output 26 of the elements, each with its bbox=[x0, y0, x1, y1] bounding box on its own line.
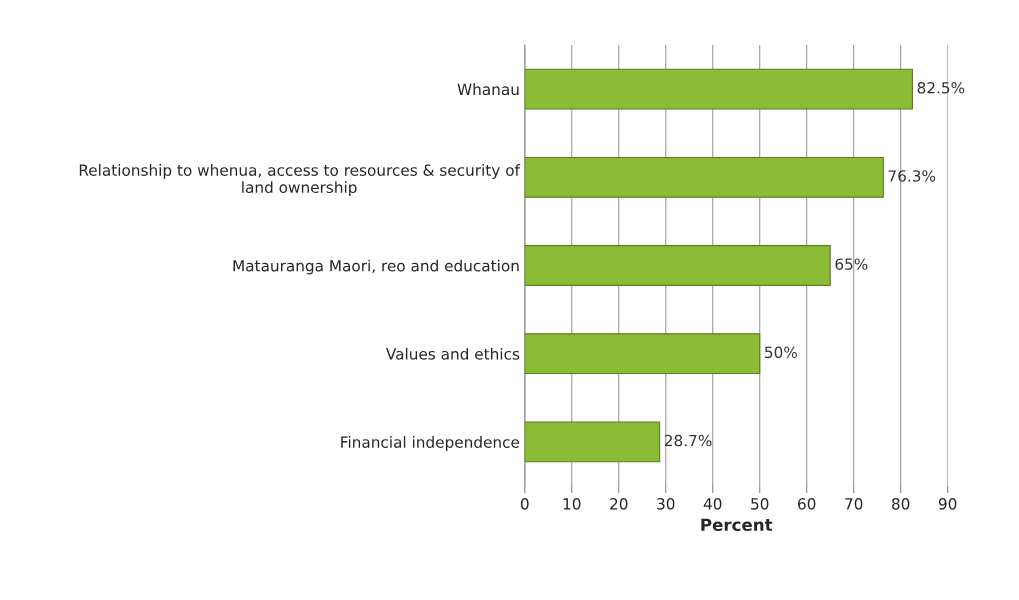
x-tick-label: 70 bbox=[845, 498, 863, 510]
y-tick-label: Values and ethics bbox=[386, 347, 520, 360]
data-label: 65% bbox=[835, 258, 868, 270]
y-tick-label: Financial independence bbox=[341, 436, 520, 451]
x-tick-label: 10 bbox=[563, 498, 581, 510]
x-axis-title: Percent bbox=[701, 518, 773, 532]
x-tick-label: 80 bbox=[892, 498, 910, 510]
data-label: 82.5% bbox=[917, 81, 965, 94]
x-tick-label: 0 bbox=[520, 498, 529, 510]
x-tick-label: 40 bbox=[703, 498, 722, 510]
bar bbox=[524, 156, 884, 198]
data-label: 76.3% bbox=[888, 170, 936, 182]
x-tick-label: 30 bbox=[657, 498, 675, 510]
y-tick-label: Relationship to whenua, access to resources & security of land ownership bbox=[79, 164, 521, 196]
x-tick-label: 90 bbox=[938, 498, 957, 510]
x-tick-label: 60 bbox=[798, 498, 816, 510]
x-tick-label: 20 bbox=[610, 498, 628, 510]
x-tick-label: 50 bbox=[751, 498, 769, 510]
y-tick-label: Whanau bbox=[457, 83, 519, 96]
y-tick-label: Matauranga Maori, reo and education bbox=[233, 259, 519, 275]
bar bbox=[524, 333, 761, 375]
data-label: 50% bbox=[765, 346, 797, 359]
bar bbox=[524, 245, 831, 286]
bar bbox=[524, 68, 913, 110]
bar bbox=[524, 421, 661, 463]
data-label: 28.7% bbox=[664, 434, 712, 447]
